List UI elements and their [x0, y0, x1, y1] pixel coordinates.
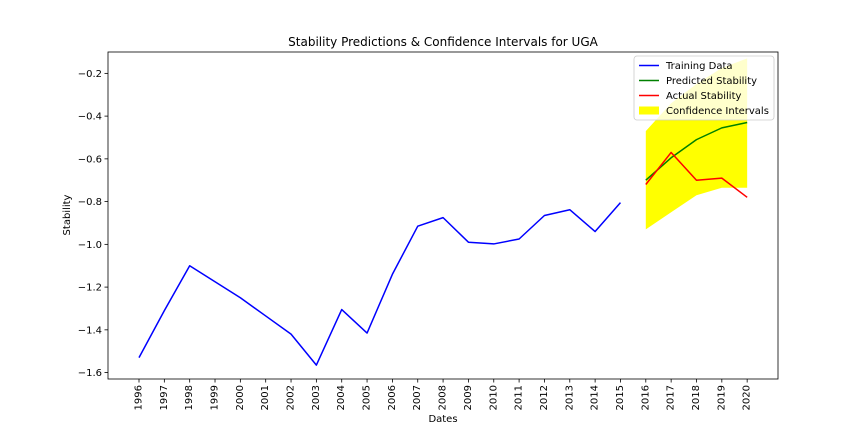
x-tick-label: 1998 — [184, 385, 195, 410]
x-tick-label: 2009 — [463, 385, 474, 410]
series-line-predicted-stability — [645, 121, 748, 181]
y-tick-label: −0.4 — [78, 112, 102, 123]
x-tick-label: 2000 — [235, 385, 246, 410]
x-axis: 1996 1997 1998 1999 2000 2001 2002 2003 2004 2005… — [134, 379, 753, 410]
y-tick-label: −1.2 — [78, 283, 102, 294]
x-tick-label: 1999 — [210, 385, 221, 410]
y-tick-label: −0.8 — [78, 197, 102, 208]
x-tick-label: 2007 — [412, 385, 423, 410]
x-tick-label: 2015 — [615, 385, 626, 410]
legend-label-actual-stability: Actual Stability — [666, 91, 742, 102]
legend: Training Data Predicted Stability Actual S… — [633, 55, 775, 121]
x-tick-label: 2014 — [590, 385, 601, 410]
x-tick-label: 2002 — [286, 385, 297, 410]
legend-label-predicted-stability: Predicted Stability — [666, 76, 757, 87]
legend-swatch-confidence-intervals — [639, 106, 659, 115]
y-tick-label: −0.2 — [78, 69, 102, 80]
x-tick-label: 2010 — [488, 385, 499, 410]
x-tick-label: 2005 — [362, 385, 373, 410]
x-tick-label: 2017 — [666, 385, 677, 410]
x-tick-label: 2008 — [438, 385, 449, 410]
x-tick-label: 2016 — [640, 385, 651, 410]
x-tick-label: 2006 — [387, 385, 398, 410]
x-tick-label: 2019 — [716, 385, 727, 410]
x-tick-label: 2011 — [514, 385, 525, 410]
x-tick-label: 2003 — [311, 385, 322, 410]
x-tick-label: 2001 — [260, 385, 271, 410]
chart-title: Stability Predictions & Confidence Inter… — [288, 35, 598, 49]
x-tick-label: 2012 — [539, 385, 550, 410]
y-axis-title: Stability — [62, 194, 73, 235]
x-tick-label: 2004 — [336, 385, 347, 410]
x-tick-label: 2018 — [691, 385, 702, 410]
y-tick-label: −1.0 — [78, 240, 102, 251]
y-tick-label: −0.6 — [78, 154, 102, 165]
y-axis: −1.6 −1.4 −1.2 −1.0 −0.8 −0.6 −0.4 −0.2 — [78, 69, 108, 379]
legend-label-training-data: Training Data — [665, 61, 733, 72]
series-layer — [138, 121, 748, 366]
y-tick-label: −1.6 — [78, 368, 102, 379]
x-tick-label: 2020 — [742, 385, 753, 410]
x-tick-label: 1996 — [134, 385, 145, 410]
x-tick-label: 1997 — [159, 385, 170, 410]
x-tick-label: 2013 — [564, 385, 575, 410]
legend-box — [633, 55, 775, 121]
y-tick-label: −1.4 — [78, 325, 102, 336]
legend-label-confidence-intervals: Confidence Intervals — [666, 106, 769, 117]
series-line-training-data — [138, 202, 622, 366]
x-axis-title: Dates — [428, 414, 457, 425]
series-line-actual-stability — [645, 151, 748, 198]
